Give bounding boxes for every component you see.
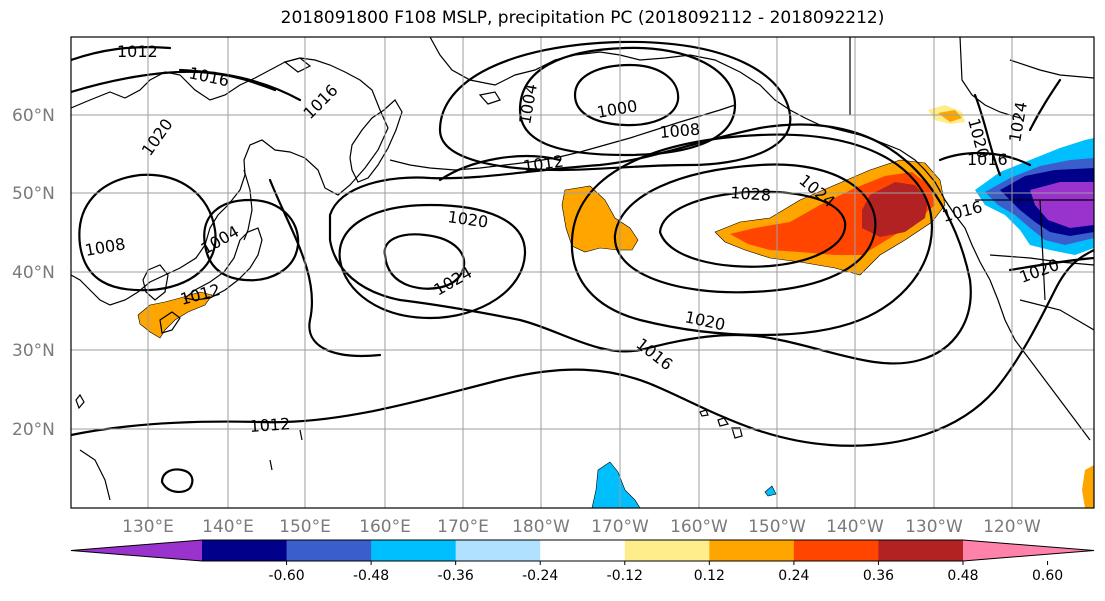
isobar-label: 1012 <box>249 414 291 436</box>
map-frame <box>70 36 1095 509</box>
lon-label: 180°W <box>512 517 570 537</box>
colorbar-segment <box>709 540 795 561</box>
lat-label: 60°N <box>12 106 55 126</box>
lon-label: 150°E <box>279 517 331 537</box>
lon-label: 150°W <box>748 517 806 537</box>
colorbar-tick-label: -0.36 <box>438 568 474 584</box>
colorbar: -0.60 -0.48 -0.36 -0.24 -0.12 0.12 0.24 0.36 0.4… <box>70 539 1095 584</box>
colorbar-extend-low <box>71 540 202 561</box>
isobar-label: 1028 <box>730 183 772 205</box>
colorbar-segment <box>286 540 372 561</box>
lon-label: 160°W <box>670 517 728 537</box>
latitude-labels: 60°N 50°N 40°N 30°N 20°N <box>12 106 55 440</box>
lon-label: 130°E <box>122 517 174 537</box>
map-title: 2018091800 F108 MSLP, precipitation PC (… <box>280 8 885 28</box>
isobars <box>71 40 1094 494</box>
colorbar-segment <box>202 540 288 561</box>
lon-label: 160°E <box>359 517 411 537</box>
colorbar-segment <box>540 540 626 561</box>
lon-label: 170°E <box>437 517 489 537</box>
lat-label: 20°N <box>12 420 55 440</box>
colorbar-tick-label: -0.12 <box>607 568 643 584</box>
longitude-labels: 130°E 140°E 150°E 160°E 170°E 180°W 170°… <box>122 517 1041 537</box>
lon-label: 130°W <box>905 517 963 537</box>
isobar-label: 1008 <box>659 120 701 142</box>
colorbar-tick-label: 0.24 <box>778 568 809 584</box>
colorbar-segment <box>624 540 710 561</box>
colorbar-segment <box>878 540 964 561</box>
colorbar-extend-high <box>963 540 1094 561</box>
lat-label: 40°N <box>12 263 55 283</box>
graticule <box>71 37 1094 508</box>
lon-label: 140°E <box>202 517 254 537</box>
lon-label: 140°W <box>826 517 884 537</box>
lat-label: 30°N <box>12 341 55 361</box>
colorbar-tick-label: -0.60 <box>268 568 304 584</box>
colorbar-tick-label: 0.60 <box>1032 568 1063 584</box>
lat-label: 50°N <box>12 184 55 204</box>
colorbar-segment <box>793 540 879 561</box>
colorbar-segment <box>455 540 541 561</box>
lon-label: 120°W <box>983 517 1041 537</box>
coastlines <box>71 37 1094 501</box>
colorbar-tick-label: 0.36 <box>863 568 894 584</box>
colorbar-tick-label: 0.12 <box>694 568 725 584</box>
colorbar-tick-label: -0.24 <box>522 568 558 584</box>
colorbar-outline <box>70 539 1095 562</box>
colorbar-segment <box>371 540 457 561</box>
colorbar-tick-label: -0.48 <box>353 568 389 584</box>
colorbar-tick-label: 0.48 <box>947 568 978 584</box>
isobar-label: 1012 <box>117 42 158 61</box>
lon-label: 170°W <box>591 517 649 537</box>
isobar-label: 1016 <box>967 150 1008 169</box>
